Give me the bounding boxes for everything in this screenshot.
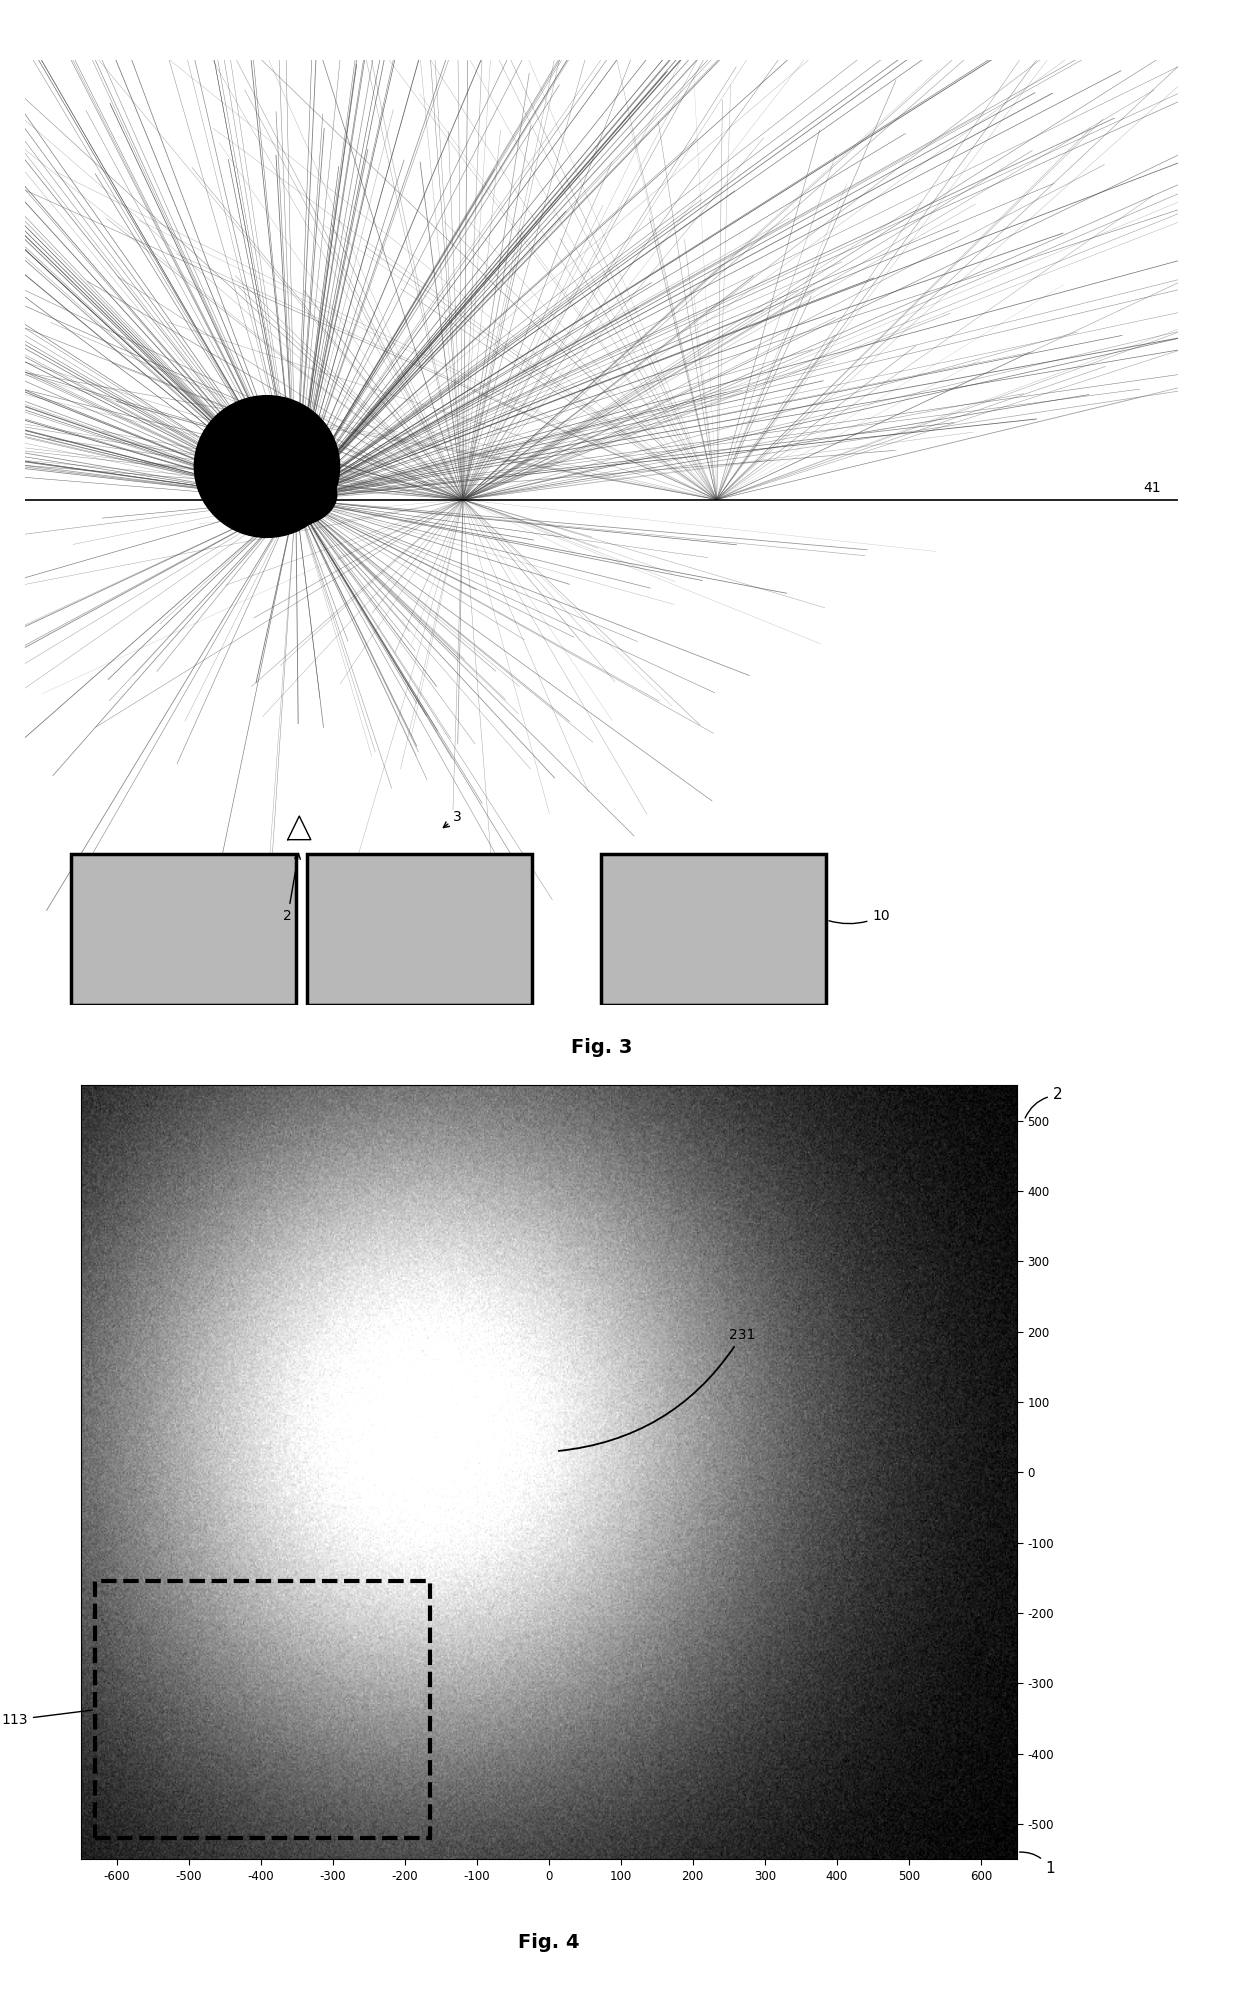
Text: Fig. 3: Fig. 3 (570, 1037, 632, 1057)
Ellipse shape (232, 462, 337, 529)
Bar (601, 854, 826, 1005)
Text: 1: 1 (1019, 1851, 1055, 1875)
Text: 10: 10 (828, 909, 890, 925)
Text: 41: 41 (1143, 480, 1161, 494)
Polygon shape (288, 816, 311, 840)
Text: 231: 231 (559, 1329, 755, 1451)
Bar (95, 1582, 430, 1837)
Bar (308, 854, 532, 1005)
Text: 3: 3 (444, 810, 461, 828)
Text: 2: 2 (1025, 1087, 1063, 1118)
Ellipse shape (195, 396, 340, 537)
Text: Fig. 4: Fig. 4 (518, 1934, 579, 1952)
Text: 2: 2 (284, 854, 300, 923)
Bar (71, 854, 296, 1005)
Text: 113: 113 (1, 1711, 92, 1727)
